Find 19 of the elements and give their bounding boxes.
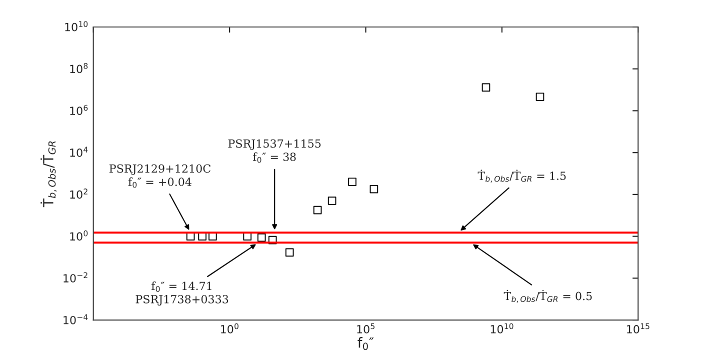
- y-tick-label: 10$^{10}$: [65, 21, 88, 32]
- y-tick-label: 10$^{0}$: [70, 230, 88, 241]
- annotation: PSRJ1537+1155 f$_{0}$″ = 38: [228, 139, 321, 163]
- y-tick-label: 10$^{8}$: [70, 62, 88, 74]
- y-tick-label: 10$^{4}$: [70, 146, 88, 157]
- x-tick-label: 10$^{15}$: [627, 323, 650, 334]
- y-tick-label: 10$^{2}$: [70, 188, 88, 199]
- y-tick-label: 10$^{6}$: [70, 104, 88, 116]
- x-tick-label: 10$^{10}$: [490, 323, 514, 334]
- y-tick-label: 10$^{−2}$: [64, 272, 88, 282]
- x-tick-label: 10$^{5}$: [357, 323, 374, 334]
- y-axis-title: Ṫ$_{b,Obs}$/Ṫ$_{GR}$: [40, 141, 57, 208]
- y-tick-label: 10$^{−4}$: [64, 314, 88, 324]
- x-tick-label: 10$^{0}$: [220, 323, 238, 334]
- annotation: Ṫ$_{b,Obs}$/Ṫ$_{GR}$ = 0.5: [504, 290, 592, 303]
- annotation: PSRJ2129+1210C f$_{0}$″ = +0.04: [109, 164, 210, 188]
- annotation: f$_{0}$″ = 14.71 PSRJ1738+0333: [136, 282, 228, 306]
- x-axis-title: f$_{0}$″: [358, 337, 374, 350]
- annotation: Ṫ$_{b,Obs}$/Ṫ$_{GR}$ = 1.5: [478, 170, 566, 183]
